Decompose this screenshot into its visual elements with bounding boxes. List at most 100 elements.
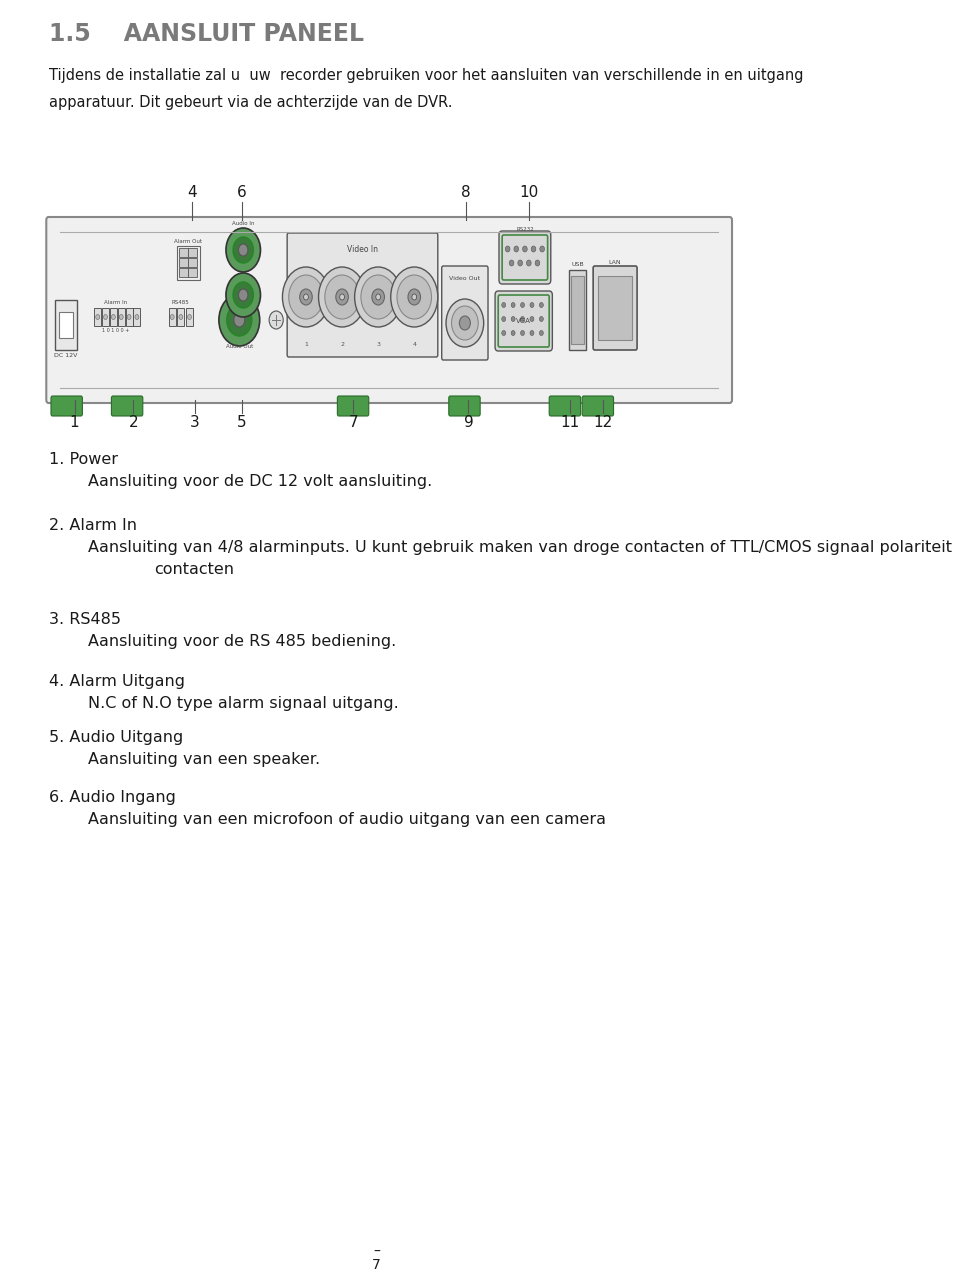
- Bar: [188, 257, 197, 266]
- Text: Aansluiting voor de RS 485 bediening.: Aansluiting voor de RS 485 bediening.: [88, 634, 396, 649]
- FancyBboxPatch shape: [287, 233, 438, 357]
- Circle shape: [187, 315, 191, 319]
- Circle shape: [520, 316, 524, 322]
- Circle shape: [336, 290, 348, 305]
- Circle shape: [511, 330, 516, 336]
- Circle shape: [531, 246, 536, 252]
- Circle shape: [127, 315, 131, 319]
- FancyBboxPatch shape: [549, 396, 581, 416]
- Text: 1. Power: 1. Power: [49, 452, 118, 468]
- Text: N.C of N.O type alarm signaal uitgang.: N.C of N.O type alarm signaal uitgang.: [88, 696, 398, 711]
- Bar: [598, 275, 633, 339]
- FancyBboxPatch shape: [582, 396, 613, 416]
- Bar: [177, 246, 200, 281]
- Text: 1: 1: [304, 342, 308, 347]
- Circle shape: [520, 302, 524, 307]
- FancyBboxPatch shape: [46, 216, 732, 404]
- Text: 2: 2: [340, 342, 344, 347]
- Text: 1 0 1 0 0 +: 1 0 1 0 0 +: [103, 328, 130, 333]
- Circle shape: [119, 315, 123, 319]
- Text: VGA: VGA: [516, 318, 531, 324]
- Circle shape: [372, 290, 384, 305]
- Circle shape: [219, 295, 260, 346]
- Circle shape: [289, 275, 324, 319]
- Text: contacten: contacten: [155, 562, 234, 576]
- Bar: [169, 307, 176, 325]
- Bar: [569, 270, 587, 350]
- Text: 1: 1: [70, 415, 80, 430]
- Bar: [186, 307, 193, 325]
- Circle shape: [511, 302, 516, 307]
- Circle shape: [111, 315, 115, 319]
- Bar: [179, 268, 187, 277]
- Text: Video Out: Video Out: [449, 275, 480, 281]
- Circle shape: [412, 295, 417, 300]
- Circle shape: [397, 275, 432, 319]
- Text: 4: 4: [187, 184, 197, 200]
- FancyBboxPatch shape: [495, 291, 552, 351]
- Circle shape: [238, 243, 248, 256]
- Bar: [94, 307, 101, 325]
- Circle shape: [238, 290, 248, 301]
- Text: Audio Out: Audio Out: [226, 345, 252, 348]
- Circle shape: [509, 260, 514, 266]
- Circle shape: [502, 302, 506, 307]
- Text: Audio In: Audio In: [232, 222, 254, 225]
- Bar: [126, 307, 132, 325]
- Text: 6. Audio Ingang: 6. Audio Ingang: [49, 790, 176, 804]
- Text: 5: 5: [237, 415, 247, 430]
- Bar: [571, 275, 584, 345]
- Circle shape: [530, 302, 534, 307]
- Text: 7: 7: [348, 415, 358, 430]
- Circle shape: [354, 266, 401, 327]
- Circle shape: [526, 260, 531, 266]
- Text: LAN: LAN: [609, 260, 621, 265]
- Circle shape: [179, 315, 182, 319]
- Bar: [133, 307, 140, 325]
- Text: 4: 4: [412, 342, 417, 347]
- Text: Aansluiting van een speaker.: Aansluiting van een speaker.: [88, 752, 320, 767]
- Bar: [59, 313, 73, 338]
- Circle shape: [227, 304, 252, 336]
- Text: 2. Alarm In: 2. Alarm In: [49, 518, 136, 533]
- Bar: [179, 257, 187, 266]
- FancyBboxPatch shape: [448, 396, 480, 416]
- Bar: [109, 307, 117, 325]
- Bar: [188, 268, 197, 277]
- Text: USB: USB: [571, 263, 584, 266]
- Circle shape: [96, 315, 100, 319]
- Circle shape: [282, 266, 329, 327]
- Circle shape: [324, 275, 359, 319]
- FancyBboxPatch shape: [499, 231, 551, 284]
- Text: 6: 6: [237, 184, 247, 200]
- Circle shape: [511, 316, 516, 322]
- Text: 2: 2: [129, 415, 138, 430]
- Circle shape: [408, 290, 420, 305]
- Bar: [179, 249, 187, 257]
- Bar: [118, 307, 125, 325]
- Text: Alarm Out: Alarm Out: [175, 240, 203, 243]
- Circle shape: [234, 313, 245, 327]
- Text: Aansluiting van 4/8 alarminputs. U kunt gebruik maken van droge contacten of TTL: Aansluiting van 4/8 alarminputs. U kunt …: [88, 541, 952, 555]
- Text: Aansluiting voor de DC 12 volt aansluiting.: Aansluiting voor de DC 12 volt aansluiti…: [88, 474, 432, 489]
- Circle shape: [319, 266, 366, 327]
- Circle shape: [540, 302, 543, 307]
- Circle shape: [340, 295, 345, 300]
- Text: 3: 3: [190, 415, 200, 430]
- Circle shape: [361, 275, 396, 319]
- FancyBboxPatch shape: [111, 396, 143, 416]
- Circle shape: [446, 298, 484, 347]
- Text: 8: 8: [461, 184, 470, 200]
- Circle shape: [535, 260, 540, 266]
- Circle shape: [104, 315, 108, 319]
- Text: –: –: [373, 1245, 380, 1259]
- Circle shape: [233, 237, 253, 263]
- Circle shape: [170, 315, 174, 319]
- Circle shape: [300, 290, 312, 305]
- Text: 11: 11: [560, 415, 579, 430]
- Text: 12: 12: [593, 415, 612, 430]
- Circle shape: [505, 246, 510, 252]
- Circle shape: [269, 311, 283, 329]
- Text: DC 12V: DC 12V: [54, 354, 78, 357]
- Bar: [188, 249, 197, 257]
